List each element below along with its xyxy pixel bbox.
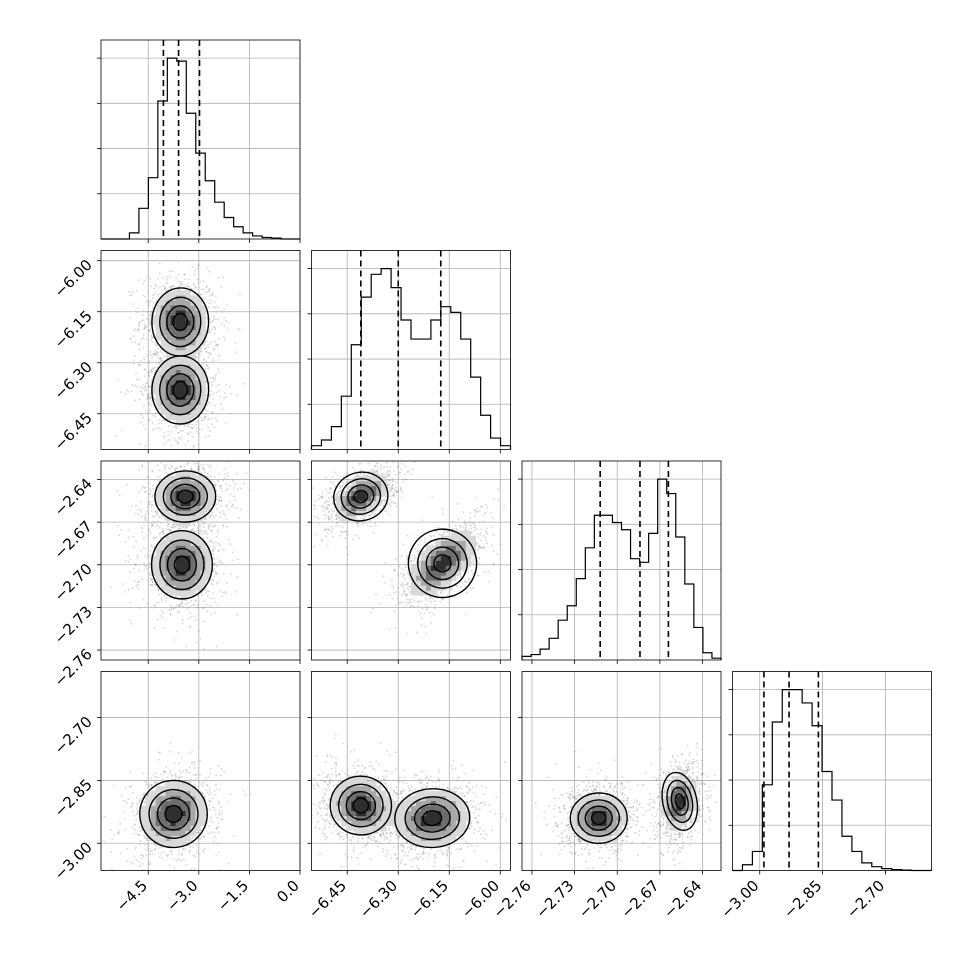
panel-1-0	[99, 241, 300, 461]
panel-frame-0-0	[101, 40, 300, 239]
density-cells-2-1	[336, 471, 476, 596]
xtick-label-1-2: −6.15	[407, 877, 452, 922]
xtick-label-0-0: −4.5	[113, 877, 151, 915]
ytick-label-1-1: −6.30	[51, 358, 96, 403]
panel-content-3-0	[87, 742, 251, 884]
ytick-label-1-0: −6.45	[51, 409, 96, 454]
ytick-label-2-0: −2.76	[51, 645, 96, 690]
ytick-label-1-2: −6.15	[51, 307, 96, 352]
panel-0-0	[97, 40, 300, 239]
xtick-label-2-2: −2.70	[575, 877, 620, 922]
panel-3-0	[87, 672, 300, 884]
ytick-label-2-1: −2.73	[51, 603, 96, 648]
xtick-label-3-1: −2.85	[780, 877, 825, 922]
xtick-label-1-1: −6.30	[356, 877, 401, 922]
scatter-points-2-1	[298, 441, 519, 635]
ytick-label-2-4: −2.64	[51, 475, 96, 520]
ytick-label-3-0: −3.00	[51, 838, 96, 883]
panel-content-1-0	[99, 241, 244, 461]
xtick-label-0-2: −1.5	[214, 877, 252, 915]
panel-3-2	[522, 672, 721, 882]
xtick-label-2-4: −2.64	[660, 877, 705, 922]
ytick-label-2-2: −2.70	[51, 560, 96, 605]
panel-content-3-2	[535, 743, 717, 882]
panel-2-0	[101, 442, 300, 660]
ytick-label-3-1: −2.85	[51, 776, 96, 821]
panel-2-2	[518, 461, 721, 660]
xtick-label-2-3: −2.67	[617, 877, 662, 922]
xtick-label-1-0: −6.45	[305, 877, 350, 922]
panel-content-2-0	[110, 442, 263, 649]
ytick-label-3-2: −2.70	[51, 713, 96, 758]
ytick-label-1-3: −6.00	[51, 256, 96, 301]
panel-3-3	[729, 672, 932, 871]
panel-frame-3-0	[101, 672, 300, 871]
xtick-label-2-1: −2.73	[532, 877, 577, 922]
xtick-label-3-2: −2.70	[843, 877, 888, 922]
panel-2-1	[298, 441, 519, 660]
xtick-label-3-0: −3.00	[717, 877, 762, 922]
panel-3-1	[290, 672, 513, 879]
xtick-label-0-1: −3.0	[163, 877, 201, 915]
panel-content-2-1	[298, 441, 519, 635]
xtick-label-0-3: 0.0	[273, 877, 303, 907]
panel-content-3-1	[290, 734, 513, 878]
ytick-label-2-3: −2.67	[51, 517, 96, 562]
panel-1-1	[308, 251, 511, 450]
panel-frame-2-2	[522, 461, 721, 660]
